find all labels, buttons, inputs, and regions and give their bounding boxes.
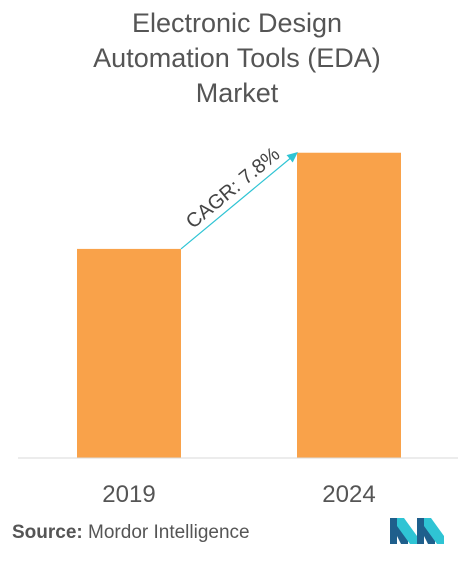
bar-2024 (297, 152, 401, 458)
chart-title-line-3: Market (195, 78, 279, 108)
x-tick-labels: 2019 2024 (102, 481, 375, 508)
chart-title-line-2: Automation Tools (EDA) (93, 43, 381, 73)
x-tick-label-2024: 2024 (322, 481, 375, 508)
mordor-intelligence-logo-icon (390, 518, 444, 544)
source-value: Mordor Intelligence (88, 522, 250, 543)
source-label: Source: (12, 522, 83, 543)
bars-group (77, 152, 401, 458)
source-note: Source: Mordor Intelligence (12, 522, 250, 544)
cagr-annotation: CAGR: 7.8% (180, 143, 298, 250)
chart-title-line-1: Electronic Design (131, 8, 343, 38)
bar-2019 (77, 248, 181, 458)
cagr-arrow (180, 151, 298, 250)
x-tick-label-2019: 2019 (102, 481, 155, 508)
chart-title: Electronic Design Automation Tools (EDA)… (0, 6, 474, 111)
cagr-label: CAGR: 7.8% (182, 143, 284, 233)
